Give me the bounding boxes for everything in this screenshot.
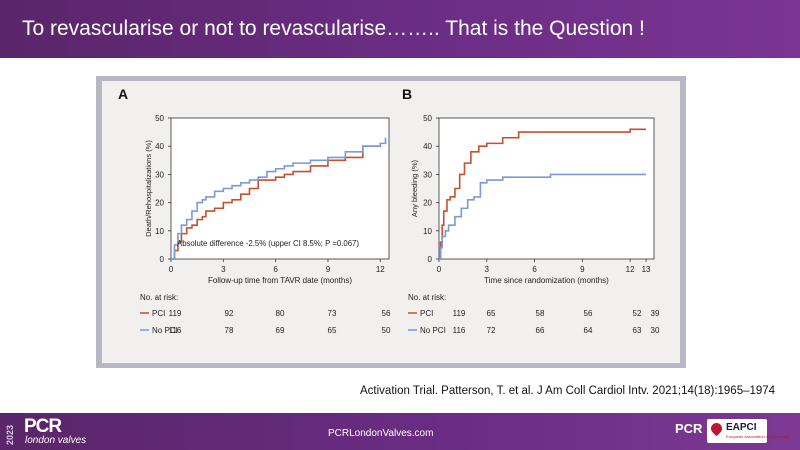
plot-area <box>170 117 390 260</box>
risk-value: 73 <box>328 309 337 318</box>
x-tick-label: 3 <box>485 265 490 274</box>
y-tick-label: 40 <box>155 142 164 151</box>
x-tick-label: 6 <box>532 265 537 274</box>
y-tick-label: 50 <box>423 114 432 123</box>
risk-value: 56 <box>382 309 391 318</box>
risk-row-label: PCI <box>152 309 165 318</box>
eapci-logo: EAPCI European Association of Cardiology <box>707 419 789 443</box>
risk-row-label: No PCI <box>420 326 446 335</box>
risk-value: 30 <box>651 326 660 335</box>
x-tick-label: 6 <box>273 265 278 274</box>
year-label: 2023 <box>5 424 15 445</box>
series-line-no-pci <box>171 137 387 260</box>
y-tick-label: 30 <box>155 170 164 179</box>
risk-value: 119 <box>169 309 182 318</box>
x-axis-label: Follow-up time from TAVR date (months) <box>208 276 352 285</box>
risk-table-header: No. at risk: <box>140 293 178 302</box>
risk-value: 56 <box>584 309 593 318</box>
risk-value: 65 <box>487 309 496 318</box>
x-tick-label: 13 <box>642 265 651 274</box>
y-tick-label: 0 <box>160 255 165 264</box>
x-tick-label: 0 <box>437 265 442 274</box>
citation: Activation Trial. Patterson, T. et al. J… <box>360 385 776 397</box>
risk-value: 92 <box>225 309 234 318</box>
risk-value: 69 <box>276 326 285 335</box>
risk-row-label: No PCI <box>152 326 178 335</box>
y-tick-label: 20 <box>423 199 432 208</box>
x-tick-label: 9 <box>326 265 331 274</box>
risk-value: 116 <box>169 326 182 335</box>
y-tick-label: 50 <box>155 114 164 123</box>
figure-frame: A 0 10 20 30 40 50 0 3 6 9 12 Follow-up time from TA… <box>96 76 686 368</box>
risk-row-label: PCI <box>420 309 433 318</box>
heart-icon <box>708 420 725 437</box>
risk-value: 78 <box>225 326 234 335</box>
x-axis-label: Time since randomization (months) <box>484 276 609 285</box>
website-link[interactable]: PCRLondonValves.com <box>328 428 434 439</box>
pcr-small-logo: PCR <box>675 421 703 436</box>
plot-area <box>438 117 655 260</box>
x-tick-label: 9 <box>580 265 585 274</box>
y-axis-label: Death/Rehospitalizations (%) <box>144 140 153 237</box>
pcr-logo-subtitle: london valves <box>25 435 87 446</box>
panel-label: A <box>118 86 128 102</box>
eapci-logo-text: EAPCI <box>726 422 757 433</box>
risk-value: 52 <box>633 309 642 318</box>
y-axis-label: Any bleeding (%) <box>410 159 419 217</box>
risk-value: 58 <box>536 309 545 318</box>
eapci-logo-subtext: European Association of Cardiology <box>726 434 790 439</box>
y-tick-label: 30 <box>423 170 432 179</box>
risk-value: 80 <box>276 309 285 318</box>
risk-value: 65 <box>328 326 337 335</box>
y-tick-label: 40 <box>423 142 432 151</box>
series-line-no-pci <box>439 173 647 260</box>
panel-label: B <box>402 86 412 102</box>
risk-value: 63 <box>633 326 642 335</box>
series-line-pci <box>171 143 382 260</box>
annotation: Absolute difference -2.5% (upper CI 8.5%… <box>177 239 359 248</box>
risk-value: 119 <box>453 309 466 318</box>
y-tick-label: 10 <box>155 227 164 236</box>
footer-bar: 2023 PCR london valves PCRLondonValves.c… <box>0 413 800 450</box>
y-tick-label: 10 <box>423 227 432 236</box>
x-tick-label: 12 <box>376 265 385 274</box>
x-tick-label: 12 <box>626 265 635 274</box>
title-bar: To revascularise or not to revascularise… <box>0 0 800 58</box>
risk-value: 39 <box>651 309 660 318</box>
risk-table-header: No. at risk: <box>408 293 446 302</box>
figure-panel: A 0 10 20 30 40 50 0 3 6 9 12 Follow-up time from TA… <box>102 81 680 363</box>
y-tick-label: 0 <box>428 255 433 264</box>
risk-value: 66 <box>536 326 545 335</box>
slide-title: To revascularise or not to revascularise… <box>22 17 645 40</box>
pcr-logo: PCR <box>24 416 62 437</box>
x-tick-label: 3 <box>221 265 226 274</box>
y-tick-label: 20 <box>155 199 164 208</box>
risk-value: 64 <box>584 326 593 335</box>
risk-value: 72 <box>487 326 496 335</box>
x-tick-label: 0 <box>169 265 174 274</box>
risk-value: 116 <box>453 326 466 335</box>
risk-value: 50 <box>382 326 391 335</box>
series-line-pci <box>439 128 647 260</box>
